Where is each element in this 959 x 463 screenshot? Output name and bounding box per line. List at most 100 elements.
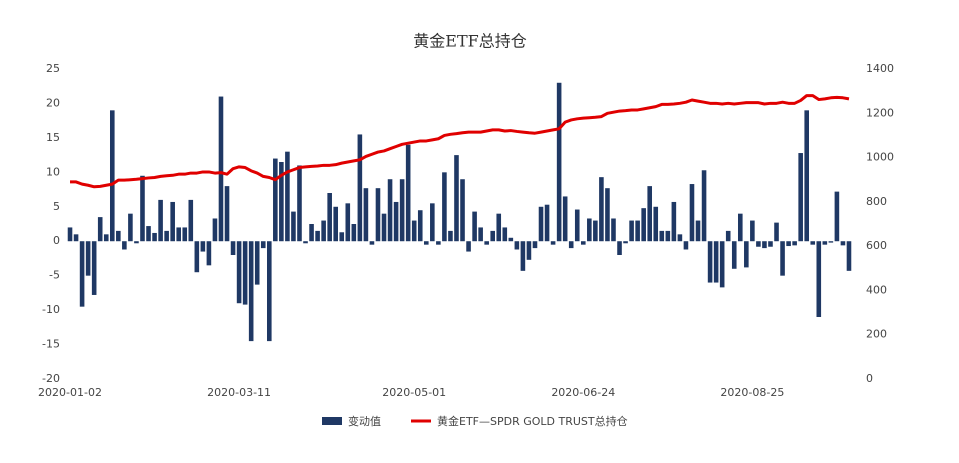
x-tick-label: 2020-03-11 (207, 386, 271, 399)
bar (786, 241, 791, 247)
bar (254, 241, 260, 285)
x-tick-label: 2020-01-02 (38, 386, 102, 399)
y2-tick-label: 1400 (866, 62, 894, 75)
bar (816, 241, 822, 317)
bar (792, 241, 797, 246)
bar (665, 230, 671, 242)
bar (279, 162, 284, 242)
bar (303, 241, 308, 244)
bar (97, 217, 103, 242)
y-tick-label: -10 (42, 303, 60, 316)
legend-swatch (322, 417, 342, 425)
bar (297, 165, 302, 242)
bar (260, 241, 266, 249)
y-tick-label: 5 (53, 200, 60, 213)
bar (737, 213, 743, 242)
bar (701, 170, 707, 242)
bar (442, 172, 447, 242)
bar (194, 241, 200, 273)
bar (496, 213, 502, 242)
bar (405, 144, 411, 242)
bar (846, 241, 852, 271)
bar (538, 206, 544, 242)
bar (448, 230, 453, 242)
y-tick-label: -20 (42, 372, 60, 385)
bar (756, 241, 761, 247)
bar (333, 206, 339, 242)
bar (321, 220, 326, 242)
bar (345, 203, 351, 242)
bar (176, 227, 182, 242)
bar (188, 199, 194, 242)
y-tick-label: 20 (46, 96, 60, 109)
bar (689, 184, 695, 242)
bar (387, 179, 393, 242)
bar (562, 196, 568, 242)
y-tick-label: 15 (46, 131, 60, 144)
bar (490, 230, 496, 242)
bar (707, 241, 713, 283)
bar (550, 241, 556, 245)
x-tick-label: 2020-08-25 (720, 386, 784, 399)
bar (593, 220, 598, 242)
bar (677, 234, 683, 242)
bar (466, 241, 471, 252)
bar (381, 213, 387, 242)
bar (116, 230, 121, 242)
bar (629, 220, 634, 242)
bar (647, 186, 653, 242)
bar (574, 209, 580, 242)
x-tick-label: 2020-06-24 (551, 386, 615, 399)
bar (750, 220, 755, 242)
y2-tick-label: 1200 (866, 106, 894, 119)
bar (411, 220, 417, 242)
bar (164, 230, 169, 242)
bar (103, 234, 109, 242)
bar (810, 241, 816, 245)
bar (780, 241, 785, 276)
bar (635, 220, 640, 242)
bar (683, 241, 689, 250)
bar (502, 227, 508, 242)
y2-tick-label: 1000 (866, 151, 894, 164)
bar (774, 222, 779, 242)
y2-tick-label: 200 (866, 328, 887, 341)
x-tick-label: 2020-05-01 (382, 386, 446, 399)
bar (713, 241, 719, 283)
bar (399, 179, 405, 242)
bar (369, 241, 375, 245)
bar (73, 234, 79, 242)
line (70, 94, 850, 189)
bar (218, 96, 224, 242)
y2-tick-label: 0 (866, 372, 873, 385)
bar (266, 241, 272, 342)
y-tick-label: 0 (53, 234, 60, 247)
bar (224, 186, 230, 242)
bar (659, 230, 665, 242)
bar (641, 208, 646, 242)
bar (375, 188, 381, 242)
bar (158, 199, 163, 242)
bar (514, 241, 520, 250)
bar (478, 227, 483, 242)
bar (423, 241, 429, 245)
bar (242, 241, 248, 305)
bar (731, 241, 737, 269)
bar (798, 153, 803, 242)
bar (580, 241, 586, 245)
bar (146, 226, 151, 242)
bar (79, 241, 85, 307)
bar (212, 218, 218, 242)
bar (357, 134, 363, 242)
bar (182, 227, 188, 242)
legend-label: 黄金ETF—SPDR GOLD TRUST总持仓 (437, 414, 628, 428)
bar (363, 188, 369, 242)
bar (128, 213, 133, 242)
bar (484, 241, 489, 245)
bar (671, 201, 677, 242)
bar (315, 230, 320, 242)
bar (804, 110, 810, 242)
bar (273, 158, 278, 242)
y-tick-label: 25 (46, 62, 60, 75)
